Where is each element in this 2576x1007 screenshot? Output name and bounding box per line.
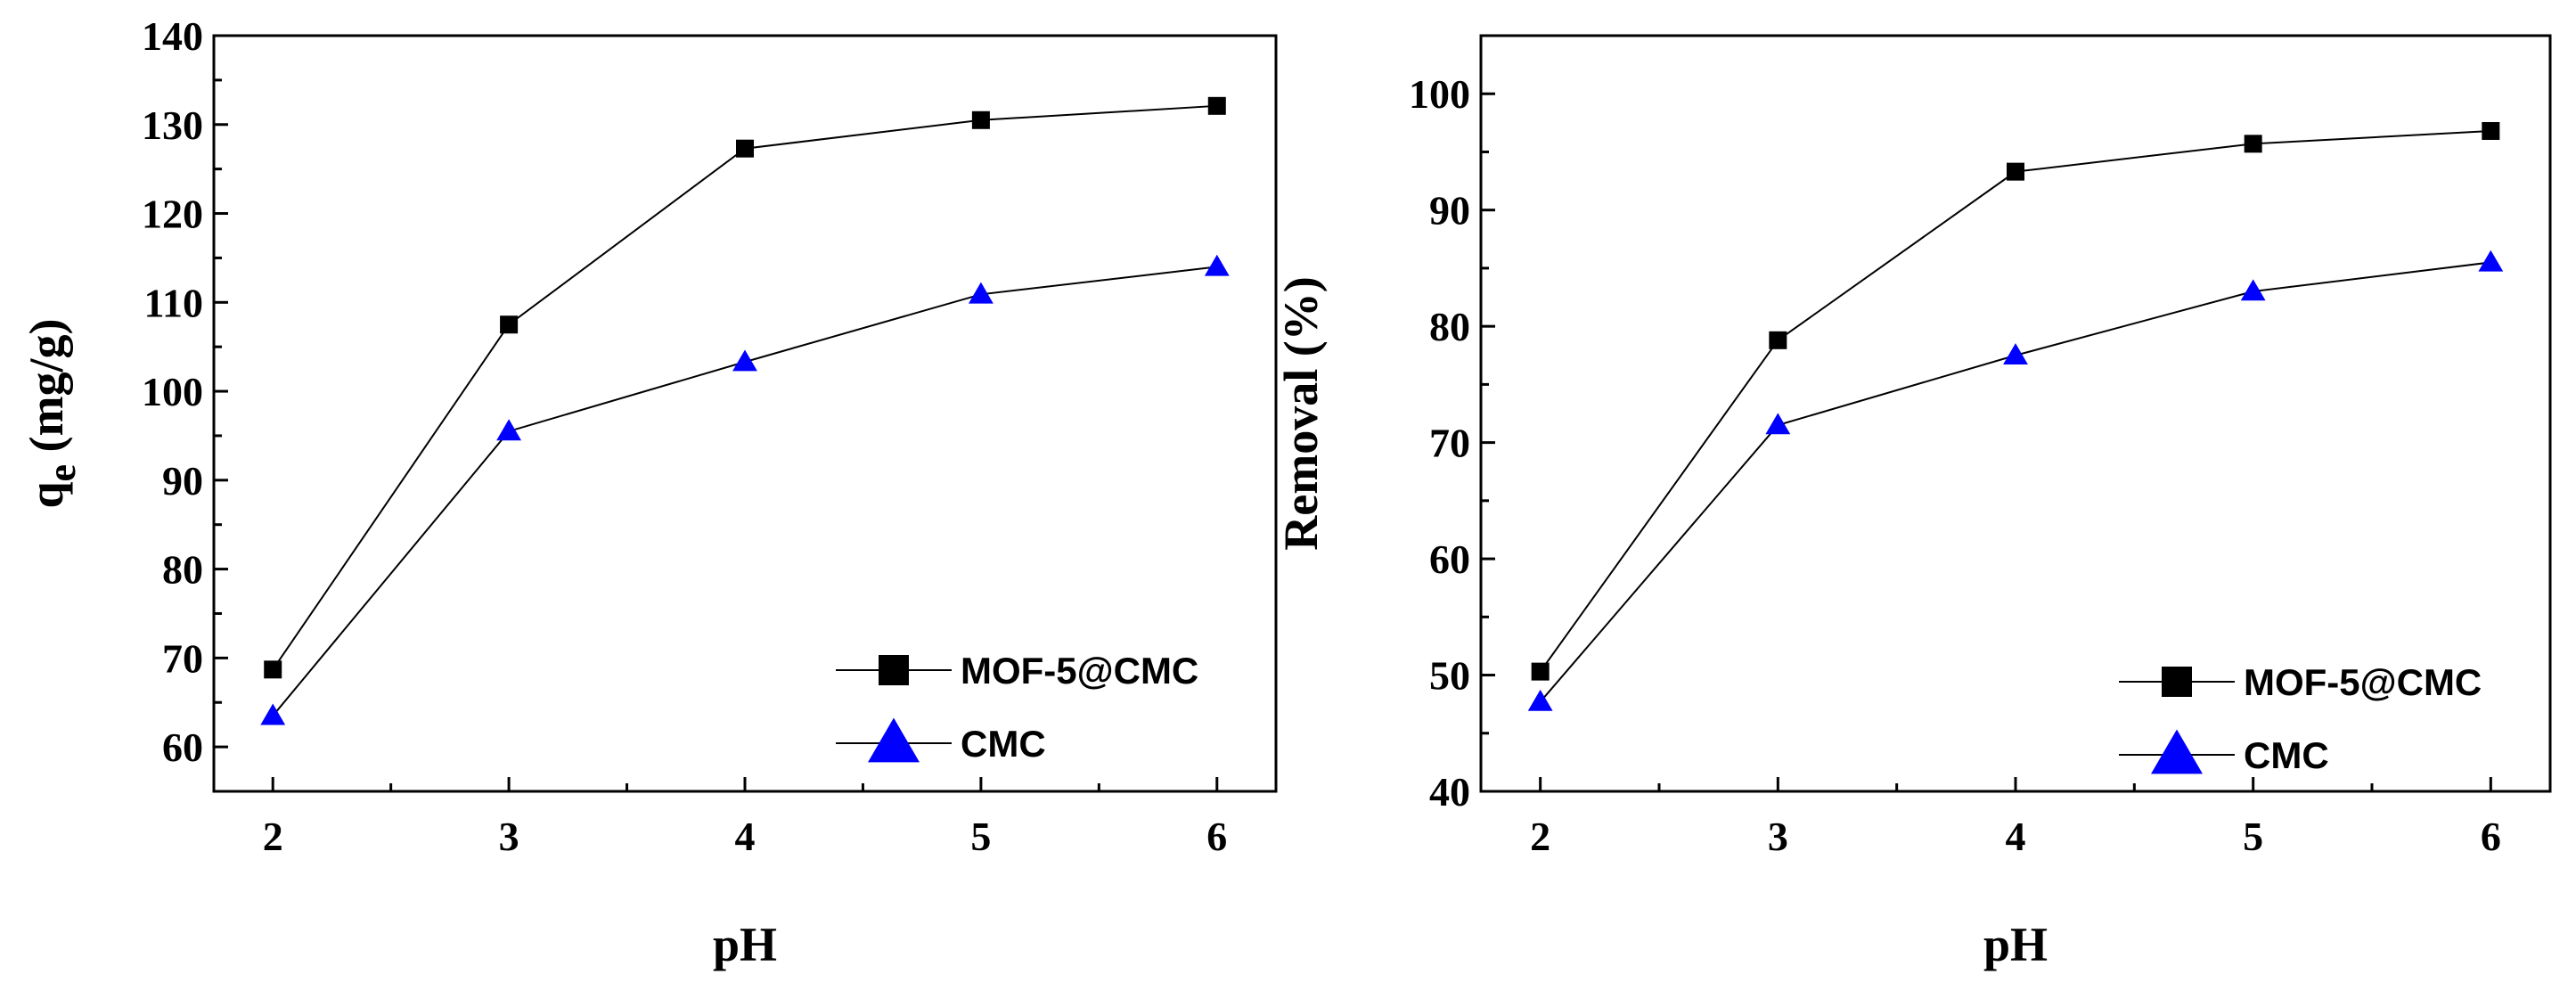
chart-1-ytick-label: 90 xyxy=(1429,188,1470,233)
chart-0-x-axis-title: pH xyxy=(713,918,777,971)
chart-0-legend-label: CMC xyxy=(961,723,1046,765)
chart-1-data-point xyxy=(1527,689,1553,711)
chart-1-legend-label: CMC xyxy=(2244,734,2329,776)
chart-0-ytick-label: 110 xyxy=(144,280,203,325)
chart-1-legend-marker xyxy=(2151,729,2203,774)
chart-0-series-line xyxy=(272,104,1217,670)
chart-1-legend-marker xyxy=(2162,667,2192,697)
chart-1-xtick-label: 2 xyxy=(1530,814,1550,859)
chart-0-legend-marker xyxy=(879,655,909,685)
chart-1-ytick-label: 60 xyxy=(1429,536,1470,582)
chart-0-series-cmc xyxy=(260,254,1230,725)
chart-0-data-point xyxy=(732,349,757,372)
chart-0-xtick-label: 2 xyxy=(263,814,283,859)
chart-1-data-point xyxy=(2007,162,2024,181)
chart-0-data-point xyxy=(968,282,994,304)
chart-0-legend-label: MOF-5@CMC xyxy=(961,650,1198,692)
chart-0-series-line xyxy=(272,266,1217,716)
chart-1-series-mof5-cmc xyxy=(1531,121,2500,681)
chart-0-data-point xyxy=(500,315,519,334)
chart-1-ytick-label: 80 xyxy=(1429,304,1470,349)
chart-0-ytick-label: 120 xyxy=(142,192,203,237)
chart-1-ytick-label: 100 xyxy=(1409,71,1470,117)
chart-1-ytick-label: 50 xyxy=(1429,653,1470,699)
chart-0-y-axis-title-unit: (mg/g) xyxy=(20,318,73,463)
chart-1-data-point xyxy=(2482,121,2500,140)
chart-1-x-axis-title: pH xyxy=(1983,918,2048,971)
chart-1-data-point xyxy=(1765,413,1791,435)
chart-1-xtick-label: 3 xyxy=(1768,814,1788,859)
chart-1-series-cmc xyxy=(1527,250,2504,711)
chart-0-data-point xyxy=(496,419,522,441)
chart-0-data-point xyxy=(971,111,990,129)
chart-0-y-axis-title: qe (mg/g) xyxy=(20,318,84,508)
chart-1-xtick-label: 5 xyxy=(2243,814,2263,859)
chart-1-series-line xyxy=(1539,261,2491,703)
chart-0-xtick-label: 5 xyxy=(970,814,991,859)
chart-0-ytick-label: 100 xyxy=(142,369,203,414)
chart-0-y-axis-title-sub: e xyxy=(40,464,84,482)
chart-1-data-point xyxy=(2003,343,2028,365)
chart-1-data-point xyxy=(2244,135,2262,153)
chart-1-data-point xyxy=(1769,331,1787,349)
chart-0-data-point xyxy=(264,660,282,679)
chart-0-series-mof5-cmc xyxy=(264,96,1226,679)
chart-1-ytick-label: 70 xyxy=(1429,421,1470,466)
chart-0-ytick-label: 90 xyxy=(162,458,203,504)
chart-0-ytick-label: 140 xyxy=(142,13,203,59)
chart-qe-vs-ph: 60 70 80 90 100 110 120 130 140 2 3 4 5 6 pH qe (mg/g) M… xyxy=(20,13,1278,971)
chart-0-ytick-label: 130 xyxy=(142,102,203,148)
chart-0-ytick-label: 70 xyxy=(162,635,203,681)
chart-0-data-point xyxy=(1207,96,1226,115)
chart-0-data-point xyxy=(260,703,286,725)
chart-1-y-axis-title: Removal (%) xyxy=(1274,276,1328,550)
chart-1-ytick-label: 40 xyxy=(1429,769,1470,815)
chart-1-data-point xyxy=(1531,662,1550,681)
chart-0-data-point xyxy=(736,139,754,158)
chart-1-legend-label: MOF-5@CMC xyxy=(2244,661,2482,703)
chart-removal-vs-ph: 40 50 60 70 80 90 100 2 3 4 5 6 pH Removal (%) MOF-5@C… xyxy=(1274,34,2552,971)
chart-1-xtick-label: 6 xyxy=(2481,814,2501,859)
chart-1-xtick-label: 4 xyxy=(2006,814,2026,859)
chart-0-ytick-label: 80 xyxy=(162,547,203,593)
chart-0-data-point xyxy=(1204,254,1230,276)
chart-0-y-axis-title-main: q xyxy=(20,481,73,508)
chart-0-xtick-label: 4 xyxy=(735,814,756,859)
chart-0-xtick-label: 3 xyxy=(499,814,519,859)
chart-1-series-line xyxy=(1539,129,2491,673)
chart-0-ytick-label: 60 xyxy=(162,725,203,770)
chart-1-data-point xyxy=(2240,279,2266,301)
chart-1-data-point xyxy=(2478,250,2504,272)
chart-0-xtick-label: 6 xyxy=(1206,814,1227,859)
chart-0-legend-marker xyxy=(868,717,920,763)
